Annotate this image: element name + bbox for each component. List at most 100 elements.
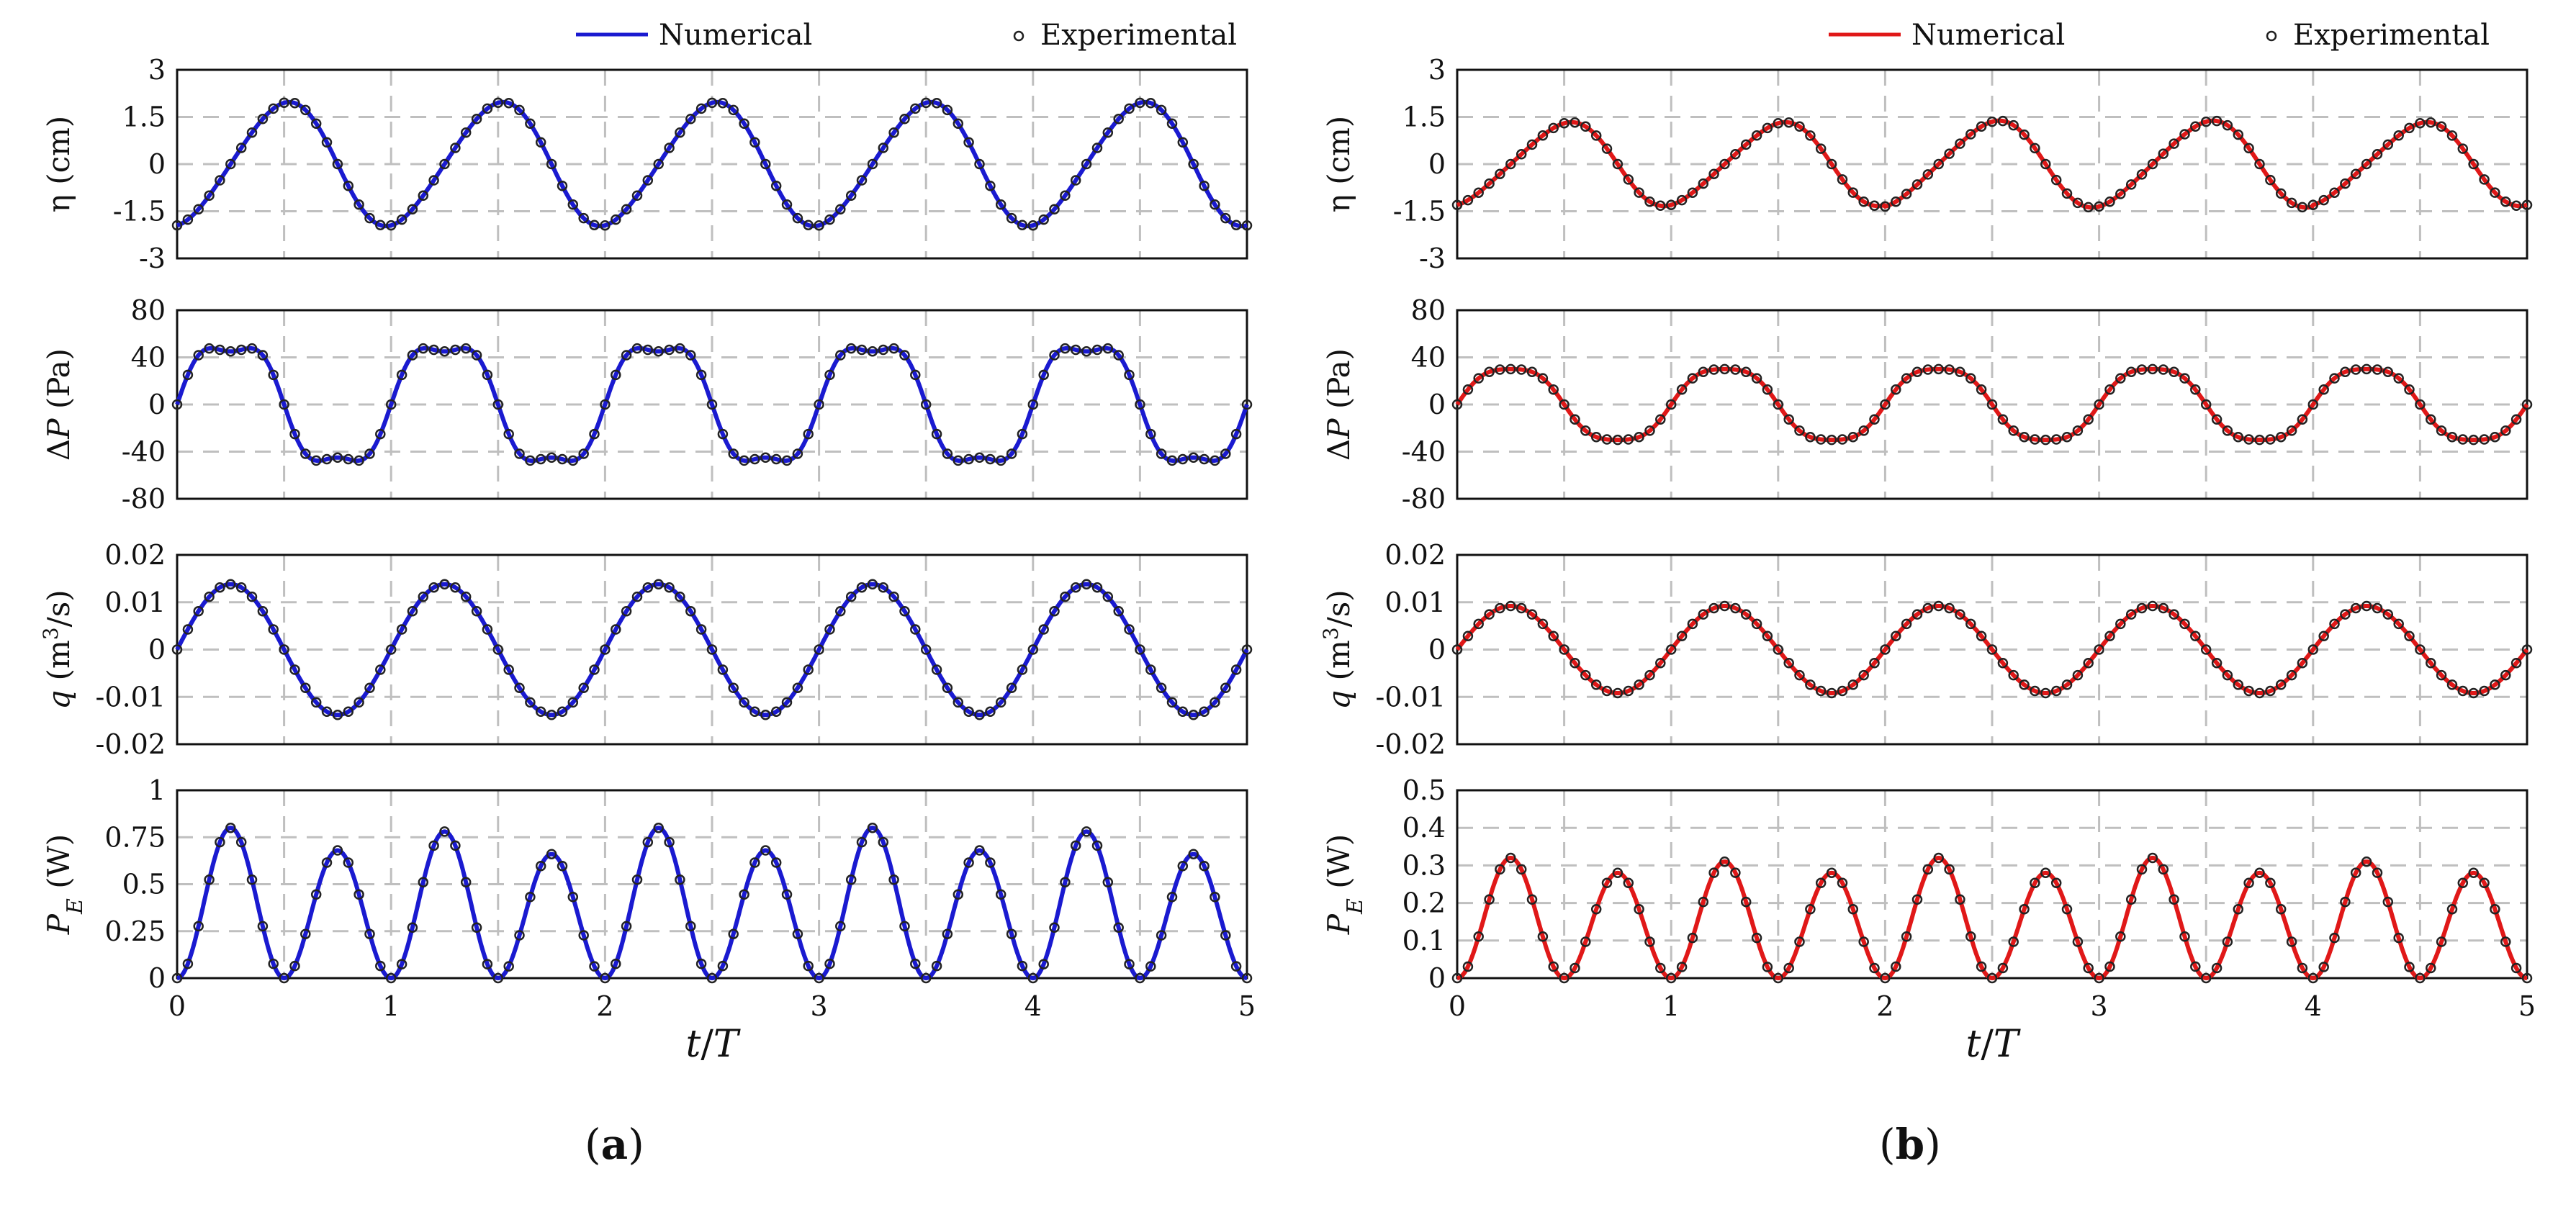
experimental-point bbox=[1113, 350, 1124, 361]
grid bbox=[177, 310, 1247, 499]
experimental-point bbox=[1773, 399, 1784, 410]
y-axis-label-part: 3 bbox=[1319, 627, 1343, 640]
experimental-point bbox=[1210, 199, 1220, 210]
experimental-point bbox=[2211, 414, 2223, 425]
experimental-point bbox=[2190, 384, 2201, 395]
experimental-point bbox=[1188, 709, 1199, 720]
experimental-point bbox=[824, 624, 835, 635]
experimental-point bbox=[310, 118, 322, 129]
experimental-point bbox=[717, 960, 729, 972]
experimental-point bbox=[1847, 904, 1859, 915]
experimental-point bbox=[856, 582, 868, 593]
experimental-point bbox=[1644, 669, 1655, 681]
experimental-point bbox=[2136, 364, 2148, 375]
experimental-point bbox=[1230, 220, 1242, 231]
x-tick-label: 2 bbox=[596, 990, 613, 1022]
experimental-point bbox=[2104, 630, 2115, 642]
experimental-point bbox=[567, 697, 579, 708]
experimental-point bbox=[2307, 399, 2319, 410]
experimental-point bbox=[2404, 122, 2415, 134]
experimental-point bbox=[835, 204, 846, 214]
experimental-point bbox=[2254, 434, 2265, 446]
experimental-point bbox=[867, 579, 878, 590]
experimental-point bbox=[739, 889, 749, 900]
experimental-point bbox=[2008, 669, 2019, 681]
experimental-point bbox=[2169, 366, 2179, 378]
experimental-point bbox=[2136, 864, 2148, 875]
experimental-point bbox=[2083, 414, 2094, 425]
experimental-point bbox=[2372, 149, 2383, 160]
experimental-point bbox=[2426, 117, 2436, 128]
experimental-point bbox=[600, 972, 611, 984]
y-tick-label: 80 bbox=[131, 294, 166, 326]
experimental-point bbox=[2243, 434, 2254, 445]
experimental-point bbox=[664, 344, 675, 356]
experimental-point bbox=[1135, 972, 1145, 984]
experimental-point bbox=[781, 199, 793, 210]
experimental-point bbox=[2008, 936, 2019, 947]
experimental-point bbox=[503, 428, 514, 440]
experimental-point bbox=[321, 453, 333, 465]
experimental-point bbox=[781, 697, 793, 708]
experimental-point bbox=[974, 158, 985, 170]
experimental-point bbox=[910, 103, 921, 114]
experimental-point bbox=[2479, 174, 2490, 185]
experimental-point bbox=[2030, 434, 2040, 445]
experimental-point bbox=[1027, 644, 1039, 655]
experimental-point bbox=[268, 369, 279, 381]
experimental-point bbox=[2415, 644, 2426, 655]
experimental-point bbox=[792, 212, 803, 224]
experimental-point bbox=[611, 214, 621, 225]
experimental-point bbox=[418, 877, 429, 888]
experimental-point bbox=[332, 158, 343, 170]
experimental-point bbox=[953, 118, 964, 129]
experimental-point bbox=[2275, 904, 2287, 915]
experimental-point bbox=[418, 591, 429, 602]
experimental-point bbox=[2050, 685, 2062, 697]
plot-frame bbox=[1456, 68, 2528, 260]
experimental-point bbox=[931, 960, 942, 972]
experimental-point bbox=[2457, 143, 2469, 154]
y-tick-label: -80 bbox=[1402, 483, 1446, 515]
experimental-point bbox=[1719, 363, 1730, 375]
y-axis-label: PE (W) bbox=[41, 834, 88, 935]
experimental-point bbox=[1730, 364, 1741, 375]
experimental-point bbox=[611, 369, 621, 381]
experimental-point bbox=[1708, 867, 1719, 878]
y-axis-label-part: E bbox=[1343, 898, 1368, 915]
experimental-point bbox=[760, 452, 771, 463]
experimental-point bbox=[321, 137, 333, 148]
experimental-point bbox=[621, 605, 632, 617]
experimental-point bbox=[1526, 139, 1538, 150]
experimental-point bbox=[2136, 602, 2148, 614]
legend-label-experimental: Experimental bbox=[2293, 19, 2490, 52]
experimental-point bbox=[2222, 119, 2233, 131]
experimental-point bbox=[1922, 602, 1934, 614]
experimental-point bbox=[1006, 682, 1017, 694]
y-tick-label: 0.01 bbox=[1384, 587, 1446, 618]
experimental-point bbox=[2169, 894, 2179, 905]
experimental-point bbox=[546, 452, 557, 463]
y-tick-label: 0.3 bbox=[1402, 849, 1446, 881]
experimental-point bbox=[867, 158, 878, 170]
experimental-point bbox=[1135, 644, 1145, 655]
experimental-point bbox=[1580, 425, 1591, 436]
experimental-point bbox=[1644, 936, 1655, 947]
experimental-point bbox=[1719, 600, 1730, 612]
y-tick-label: -0.01 bbox=[96, 681, 166, 713]
experimental-point bbox=[514, 930, 525, 941]
experimental-point bbox=[878, 344, 889, 356]
experimental-point bbox=[717, 664, 729, 675]
experimental-point bbox=[353, 199, 364, 210]
experimental-point bbox=[2340, 178, 2351, 189]
y-axis-label-part: (W) bbox=[41, 834, 76, 898]
experimental-point bbox=[2275, 431, 2287, 443]
experimental-point bbox=[1580, 121, 1591, 132]
experimental-point bbox=[749, 857, 760, 868]
experimental-point bbox=[1922, 364, 1934, 375]
experimental-point bbox=[482, 959, 493, 969]
experimental-point bbox=[1166, 892, 1178, 903]
experimental-point bbox=[2318, 962, 2329, 972]
experimental-point bbox=[2318, 194, 2329, 206]
experimental-point bbox=[460, 127, 472, 138]
